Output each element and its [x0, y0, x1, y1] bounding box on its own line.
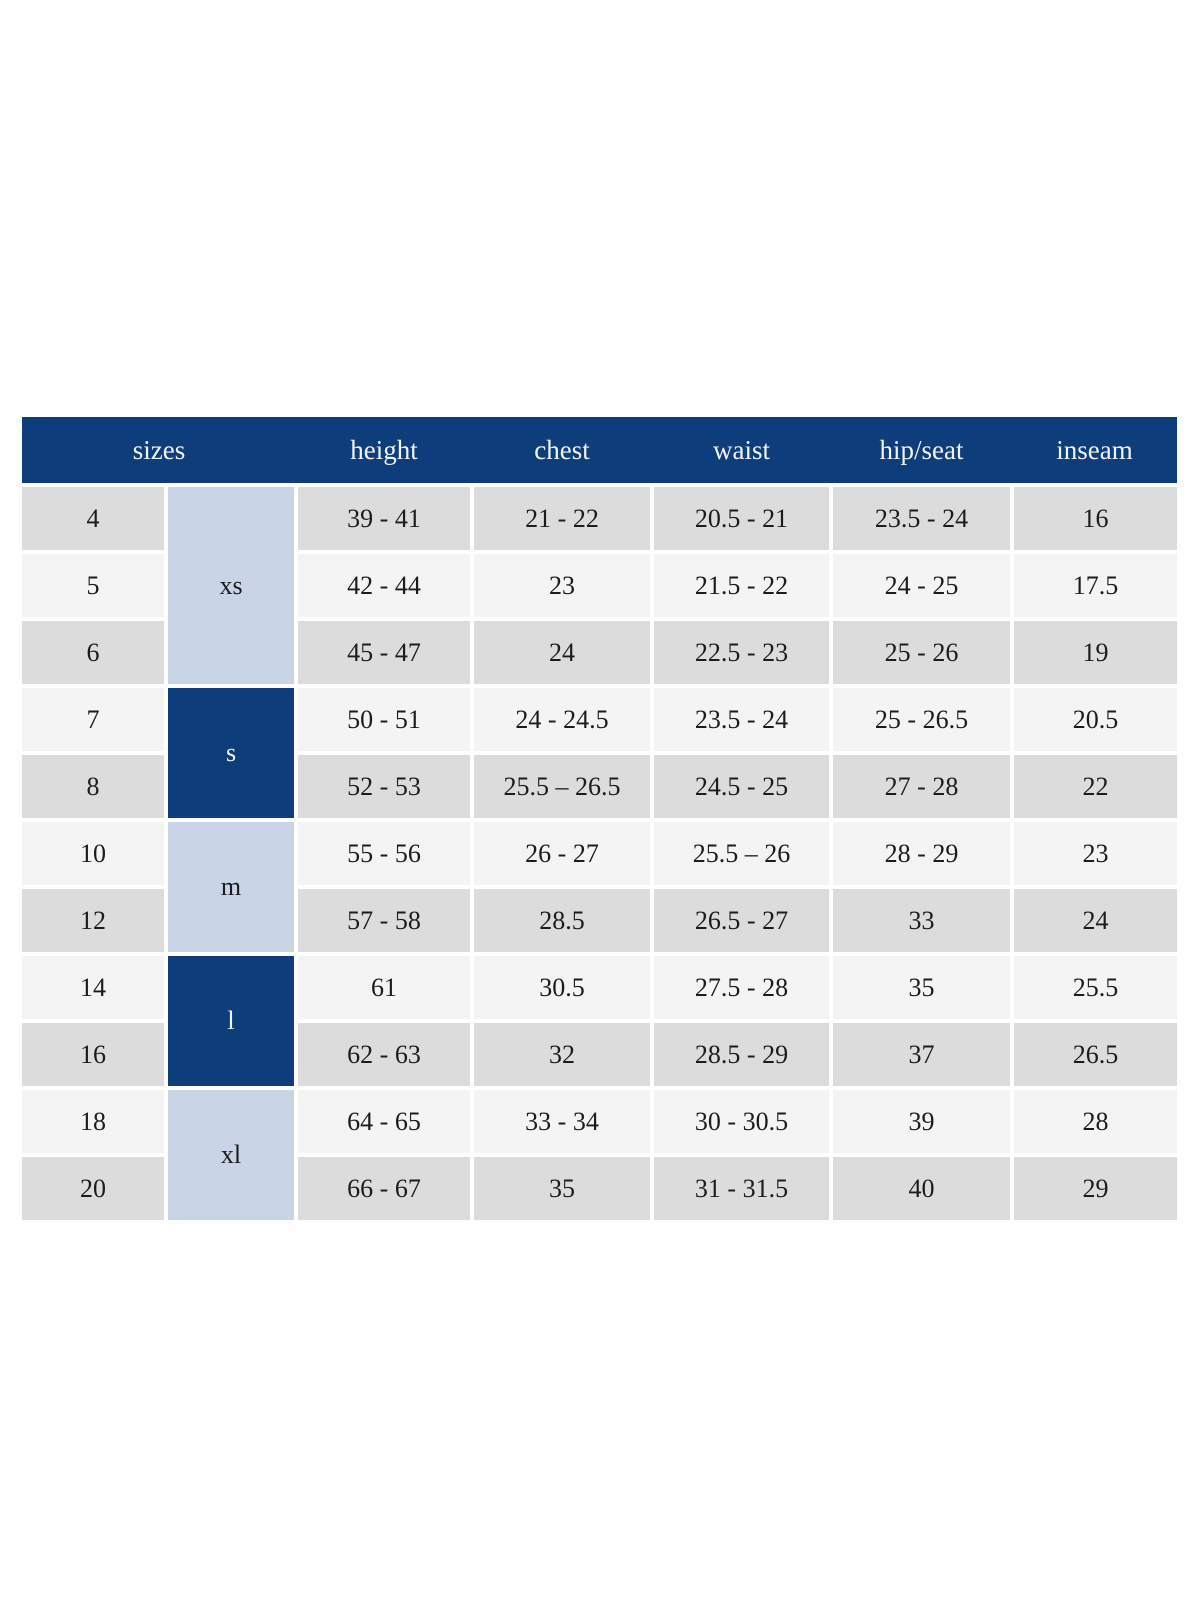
size-cell: 6 — [22, 621, 164, 684]
data-cell-height: 61 — [298, 956, 470, 1019]
size-group-cell-xs: xs — [168, 487, 294, 684]
size-group-cell-s: s — [168, 688, 294, 818]
data-cell-chest: 24 — [474, 621, 650, 684]
data-cell-height: 57 - 58 — [298, 889, 470, 952]
data-cell-hip-seat: 40 — [833, 1157, 1010, 1220]
column-header-chest: chest — [534, 434, 590, 465]
data-cell-inseam: 24 — [1014, 889, 1177, 952]
data-cell-chest: 24 - 24.5 — [474, 688, 650, 751]
data-cell-height: 45 - 47 — [298, 621, 470, 684]
data-cell-waist: 31 - 31.5 — [654, 1157, 829, 1220]
data-cell-height: 66 - 67 — [298, 1157, 470, 1220]
size-chart-table: sizes height chest waist hip/seat inseam 4 39 -… — [22, 417, 1177, 1220]
data-cell-chest: 32 — [474, 1023, 650, 1086]
table-header-row: sizes height chest waist hip/seat inseam — [22, 417, 1177, 483]
data-cell-inseam: 29 — [1014, 1157, 1177, 1220]
data-cell-hip-seat: 25 - 26.5 — [833, 688, 1010, 751]
size-cell: 4 — [22, 487, 164, 550]
size-cell: 14 — [22, 956, 164, 1019]
data-cell-waist: 26.5 - 27 — [654, 889, 829, 952]
data-cell-waist: 24.5 - 25 — [654, 755, 829, 818]
data-cell-hip-seat: 35 — [833, 956, 1010, 1019]
size-group-cell-l: l — [168, 956, 294, 1086]
size-cell: 7 — [22, 688, 164, 751]
data-cell-waist: 28.5 - 29 — [654, 1023, 829, 1086]
data-cell-hip-seat: 37 — [833, 1023, 1010, 1086]
column-header-hip-seat: hip/seat — [879, 434, 964, 465]
data-cell-inseam: 28 — [1014, 1090, 1177, 1153]
data-cell-inseam: 17.5 — [1014, 554, 1177, 617]
data-cell-waist: 23.5 - 24 — [654, 688, 829, 751]
data-cell-chest: 23 — [474, 554, 650, 617]
data-cell-height: 39 - 41 — [298, 487, 470, 550]
data-cell-chest: 35 — [474, 1157, 650, 1220]
data-cell-height: 50 - 51 — [298, 688, 470, 751]
size-cell: 5 — [22, 554, 164, 617]
column-header-inseam: inseam — [1056, 434, 1133, 465]
size-cell: 18 — [22, 1090, 164, 1153]
data-cell-hip-seat: 28 - 29 — [833, 822, 1010, 885]
data-cell-hip-seat: 23.5 - 24 — [833, 487, 1010, 550]
data-cell-chest: 26 - 27 — [474, 822, 650, 885]
data-cell-inseam: 26.5 — [1014, 1023, 1177, 1086]
data-cell-inseam: 16 — [1014, 487, 1177, 550]
size-group-cell-m: m — [168, 822, 294, 952]
column-header-waist: waist — [713, 434, 770, 465]
data-cell-waist: 30 - 30.5 — [654, 1090, 829, 1153]
data-cell-hip-seat: 33 — [833, 889, 1010, 952]
data-cell-chest: 25.5 – 26.5 — [474, 755, 650, 818]
size-cell: 20 — [22, 1157, 164, 1220]
data-cell-waist: 22.5 - 23 — [654, 621, 829, 684]
data-cell-hip-seat: 24 - 25 — [833, 554, 1010, 617]
data-cell-chest: 33 - 34 — [474, 1090, 650, 1153]
data-cell-waist: 27.5 - 28 — [654, 956, 829, 1019]
data-cell-chest: 30.5 — [474, 956, 650, 1019]
column-header-height: height — [350, 434, 418, 465]
data-cell-height: 62 - 63 — [298, 1023, 470, 1086]
data-cell-height: 52 - 53 — [298, 755, 470, 818]
data-cell-inseam: 25.5 — [1014, 956, 1177, 1019]
data-cell-chest: 28.5 — [474, 889, 650, 952]
size-cell: 8 — [22, 755, 164, 818]
data-cell-height: 42 - 44 — [298, 554, 470, 617]
size-cell: 12 — [22, 889, 164, 952]
size-cell: 16 — [22, 1023, 164, 1086]
data-cell-chest: 21 - 22 — [474, 487, 650, 550]
data-cell-hip-seat: 27 - 28 — [833, 755, 1010, 818]
size-cell: 10 — [22, 822, 164, 885]
data-cell-waist: 25.5 – 26 — [654, 822, 829, 885]
column-header-sizes: sizes — [132, 434, 186, 465]
data-cell-waist: 21.5 - 22 — [654, 554, 829, 617]
data-cell-hip-seat: 39 — [833, 1090, 1010, 1153]
data-cell-inseam: 23 — [1014, 822, 1177, 885]
data-cell-inseam: 22 — [1014, 755, 1177, 818]
size-group-cell-xl: xl — [168, 1090, 294, 1220]
data-cell-hip-seat: 25 - 26 — [833, 621, 1010, 684]
data-cell-height: 55 - 56 — [298, 822, 470, 885]
data-cell-inseam: 19 — [1014, 621, 1177, 684]
data-cell-height: 64 - 65 — [298, 1090, 470, 1153]
data-cell-inseam: 20.5 — [1014, 688, 1177, 751]
data-cell-waist: 20.5 - 21 — [654, 487, 829, 550]
